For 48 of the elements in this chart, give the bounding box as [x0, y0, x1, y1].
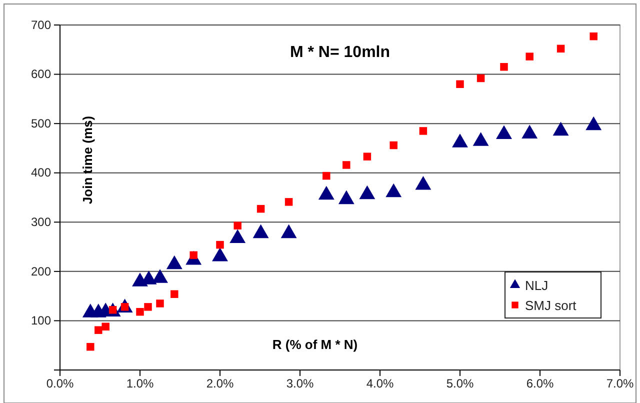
legend-label: NLJ	[525, 278, 548, 293]
x-tick-label: 4.0%	[366, 376, 394, 391]
point	[252, 224, 269, 238]
y-tick-label: 500	[30, 116, 52, 130]
point	[166, 255, 182, 270]
y-tick-label: 600	[30, 67, 52, 82]
x-tick-label: 1.0%	[126, 376, 154, 391]
point	[552, 122, 569, 136]
point	[280, 224, 297, 238]
point	[338, 190, 354, 204]
y-tick-label: 700	[30, 18, 52, 32]
point	[359, 185, 376, 200]
point	[456, 80, 464, 88]
point	[586, 116, 602, 130]
legend-label: SMJ sort	[525, 298, 577, 313]
point	[152, 269, 168, 283]
point	[496, 125, 512, 140]
point	[230, 229, 246, 244]
x-tick-label: 0.0%	[46, 376, 74, 391]
point	[322, 172, 330, 180]
x-tick-label: 5.0%	[446, 376, 474, 391]
x-tick-label: 3.0%	[286, 376, 314, 391]
point	[363, 152, 372, 160]
x-tick-label: 2.0%	[206, 376, 234, 391]
point	[526, 52, 534, 60]
point	[556, 44, 565, 53]
y-tick-label: 200	[30, 264, 52, 278]
x-tick-label: 6.0%	[526, 376, 554, 391]
point	[415, 176, 432, 190]
y-tick-label: 300	[30, 214, 52, 229]
point	[318, 186, 334, 200]
point	[452, 134, 468, 148]
x-axis-title: R (% of M * N)	[272, 337, 358, 352]
y-tick-label: 100	[30, 314, 52, 328]
point	[342, 161, 350, 169]
y-tick-label: 400	[30, 166, 52, 180]
point	[590, 32, 598, 40]
point	[476, 74, 485, 82]
point	[386, 183, 402, 198]
point	[500, 63, 508, 71]
text: M * N= 10mln	[290, 44, 390, 61]
point	[522, 124, 538, 139]
x-tick-label: 7.0%	[606, 376, 634, 391]
y-axis-title: Join time (ms)	[80, 116, 95, 204]
point	[472, 132, 489, 146]
point	[390, 141, 398, 150]
point	[419, 127, 428, 135]
point	[212, 247, 228, 262]
